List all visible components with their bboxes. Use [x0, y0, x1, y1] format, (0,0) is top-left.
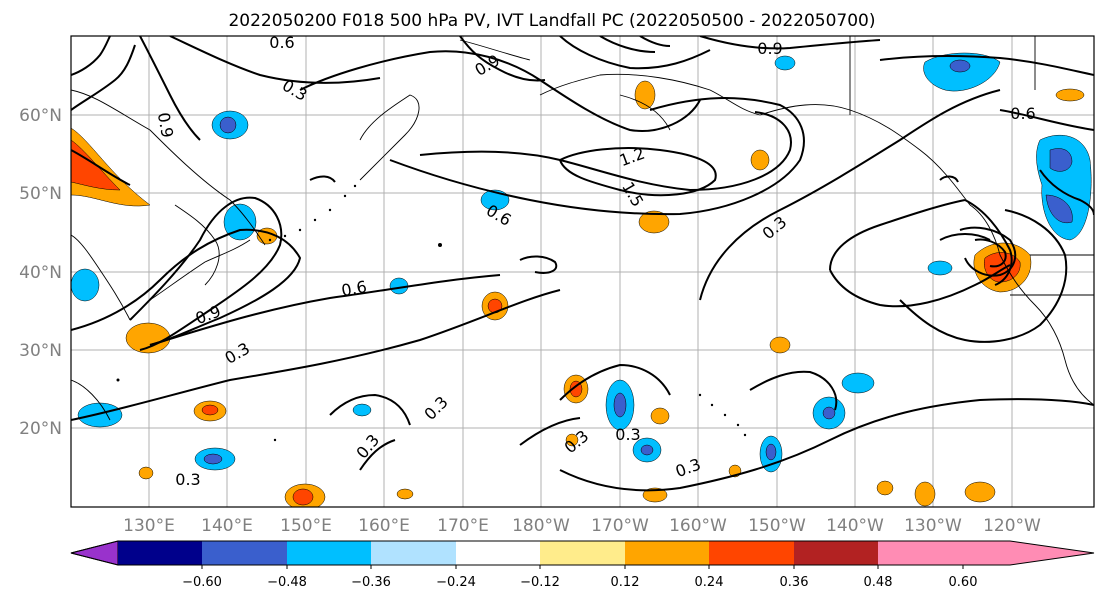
colorbar-tick-label: 0.12	[611, 575, 640, 590]
anomaly-negative-core	[640, 444, 654, 456]
anomaly-positive	[964, 481, 996, 503]
colorbar-extend-min	[70, 540, 119, 566]
anomaly-negative	[352, 403, 372, 417]
anomaly-negative	[774, 55, 796, 71]
lon-label: 180°W	[512, 516, 570, 536]
anomaly-positive	[138, 466, 154, 480]
lon-label: 130°W	[904, 516, 962, 536]
lon-label: 140°E	[201, 516, 253, 536]
anomaly-positive	[750, 149, 770, 171]
latitude-labels: 60°N 50°N 40°N 30°N 20°N	[19, 106, 62, 439]
contour-label: 0.6	[1010, 104, 1035, 123]
anomaly-negative-core	[613, 392, 627, 418]
lon-label: 160°E	[358, 516, 410, 536]
lon-label: 120°W	[983, 516, 1041, 536]
longitude-labels: 130°E 140°E 150°E 160°E 170°E 180°W 170°…	[123, 516, 1041, 536]
lon-label: 150°E	[280, 516, 332, 536]
coastlines	[71, 36, 1094, 421]
gridlines	[71, 36, 1094, 507]
anomaly-positive-core	[201, 404, 219, 416]
lat-label: 60°N	[19, 106, 62, 126]
colorbar-tick-label: −0.60	[182, 575, 222, 590]
map-content: 0.6 0.3 0.9 0.9 1.2 1.5 0.6 0.3 0.9 0.3 …	[71, 33, 1094, 507]
colorbar-segment	[540, 541, 625, 565]
colorbar-segment	[287, 541, 371, 565]
anomaly-negative-core	[1049, 148, 1073, 172]
lat-label: 40°N	[19, 263, 62, 283]
anomaly-positive	[650, 407, 670, 425]
anomaly-negative-core	[1045, 194, 1073, 224]
anomaly-positive	[396, 488, 414, 500]
contour-label: 0.6	[269, 33, 294, 52]
lat-label: 50°N	[19, 184, 62, 204]
colorbar-segment	[794, 541, 878, 565]
lon-label: 130°E	[123, 516, 175, 536]
anomaly-negative-core	[822, 406, 836, 420]
lon-label: 150°W	[748, 516, 806, 536]
colorbar-segment	[371, 541, 456, 565]
colorbar-tick-label: 0.60	[949, 575, 978, 590]
figure-title: 2022050200 F018 500 hPa PV, IVT Landfall…	[228, 11, 875, 31]
anomaly-negative	[223, 203, 257, 241]
contour-label: 0.9	[757, 39, 782, 58]
colorbar-ticks	[201, 565, 964, 569]
anomaly-positive	[914, 481, 936, 507]
colorbar-segment	[456, 541, 540, 565]
anomaly-negative	[71, 268, 100, 302]
anomaly-positive	[565, 433, 579, 447]
lon-label: 170°W	[591, 516, 649, 536]
lat-label: 20°N	[19, 419, 62, 439]
island-chain	[116, 184, 747, 442]
colorbar-extend-max	[963, 541, 1094, 565]
anomaly-negative-core	[949, 59, 971, 73]
contour-label: 0.9	[154, 111, 177, 139]
colorbar-segment	[118, 541, 202, 565]
anomaly-negative	[841, 372, 875, 394]
colorbar-segment	[878, 541, 963, 565]
contour-label: 0.3	[615, 425, 640, 444]
anomaly-negative	[1055, 88, 1085, 102]
anomaly-negative-core	[765, 443, 777, 461]
colorbar-tick-label: −0.24	[436, 575, 476, 590]
anomaly-negative	[927, 260, 953, 276]
colorbar: −0.60 −0.48 −0.36 −0.24 −0.12 0.12 0.24 …	[70, 540, 1095, 590]
colorbar-segment	[625, 541, 709, 565]
anomaly-negative	[480, 189, 510, 211]
colorbar-segment	[709, 541, 794, 565]
lat-label: 30°N	[19, 341, 62, 361]
colorbar-tick-label: −0.12	[520, 575, 560, 590]
map-frame	[70, 35, 1095, 508]
colorbar-tick-label: −0.48	[267, 575, 307, 590]
anomaly-positive	[876, 480, 894, 496]
anomaly-positive	[638, 210, 670, 234]
pv-contours	[71, 36, 1094, 492]
colorbar-outline	[70, 540, 1095, 566]
anomaly-positive-core	[292, 488, 314, 506]
colorbar-tick-label: 0.48	[864, 575, 893, 590]
colorbar-tick-label: 0.24	[695, 575, 724, 590]
contour-label: 0.6	[340, 277, 368, 300]
anomaly-negative	[77, 402, 123, 428]
colorbar-segment	[202, 541, 287, 565]
lon-label: 160°W	[669, 516, 727, 536]
colorbar-tick-label: 0.36	[780, 575, 809, 590]
anomaly-positive	[769, 336, 791, 354]
lon-label: 140°W	[826, 516, 884, 536]
anomaly-negative-core	[219, 116, 237, 134]
anomaly-positive	[642, 487, 668, 503]
lon-label: 170°E	[437, 516, 489, 536]
anomaly-negative-core	[203, 453, 223, 465]
map-panel: 0.6 0.3 0.9 0.9 1.2 1.5 0.6 0.3 0.9 0.3 …	[19, 33, 1095, 536]
colorbar-tick-label: −0.36	[351, 575, 391, 590]
contour-label: 0.3	[175, 470, 200, 489]
